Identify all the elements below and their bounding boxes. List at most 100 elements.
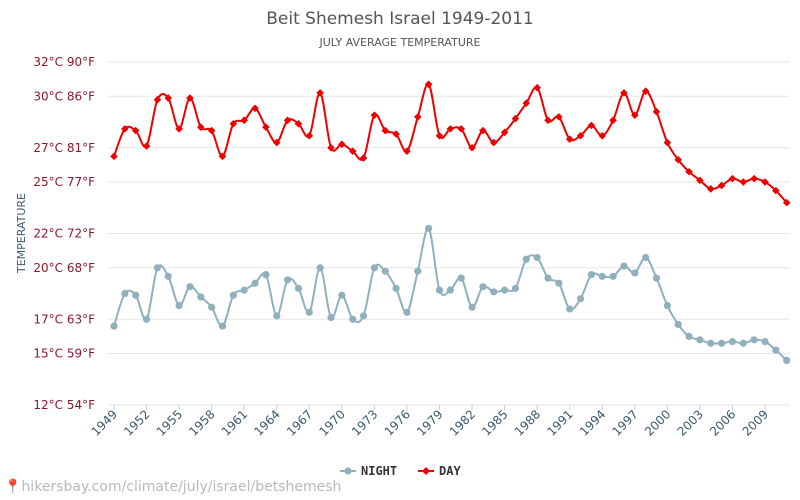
- x-tick-label: 1955: [154, 407, 185, 438]
- day-point: [153, 95, 162, 104]
- night-point: [186, 283, 194, 291]
- series-line-night: [113, 227, 788, 362]
- night-point: [229, 291, 237, 299]
- legend-diamond-marker: [422, 467, 430, 475]
- x-tick-label: 1985: [479, 407, 510, 438]
- night-point: [479, 283, 487, 291]
- day-point: [272, 138, 281, 147]
- day-point: [587, 121, 596, 130]
- night-point: [414, 267, 422, 275]
- day-point: [620, 89, 628, 97]
- night-point: [175, 301, 183, 310]
- day-point: [240, 116, 248, 125]
- day-point: [403, 147, 411, 155]
- x-tick-label: 1994: [577, 407, 608, 438]
- x-tick-label: 1958: [186, 407, 217, 438]
- legend-label: DAY: [439, 464, 461, 478]
- night-point: [349, 315, 357, 323]
- chart-subtitle: JULY AVERAGE TEMPERATURE: [319, 36, 481, 49]
- day-point: [652, 107, 661, 116]
- series-line-day: [113, 83, 788, 204]
- night-point: [153, 264, 161, 272]
- night-point: [110, 322, 118, 330]
- x-tick-label: 1967: [284, 407, 315, 438]
- x-tick-label: 1952: [121, 407, 152, 438]
- night-point: [208, 303, 216, 311]
- y-tick-label: 15°C 59°F: [33, 347, 95, 361]
- day-point: [338, 140, 346, 149]
- y-tick-label: 25°C 77°F: [33, 175, 95, 189]
- x-tick-label: 1997: [609, 407, 640, 438]
- day-point: [761, 178, 769, 186]
- day-point: [414, 113, 422, 121]
- night-point: [696, 336, 704, 344]
- x-tick-label: 1982: [447, 407, 478, 438]
- day-point: [750, 174, 758, 183]
- night-point: [674, 320, 682, 328]
- day-point: [142, 142, 151, 150]
- watermark[interactable]: 📍hikersbay.com/climate/july/israel/betsh…: [4, 479, 341, 495]
- day-point: [251, 104, 259, 113]
- day-point: [533, 83, 541, 92]
- map-pin-icon: 📍: [4, 479, 22, 495]
- day-point: [489, 138, 498, 147]
- legend-item-day[interactable]: DAY: [418, 464, 461, 478]
- day-point: [164, 94, 173, 102]
- legend: NIGHT DAY: [340, 464, 461, 478]
- day-point: [598, 131, 607, 140]
- x-tick-label: 1976: [382, 407, 413, 438]
- chart-title: Beit Shemesh Israel 1949-2011: [266, 9, 534, 29]
- day-point: [229, 119, 238, 128]
- day-point: [305, 131, 314, 140]
- day-point: [186, 94, 194, 102]
- grid-lines: [108, 61, 790, 406]
- y-tick-labels: 12°C 54°F 15°C 59°F 17°C 63°F 20°C 68°F 22°C…: [33, 55, 95, 412]
- night-point: [338, 291, 346, 299]
- day-point: [728, 174, 737, 183]
- night-point: [587, 271, 596, 279]
- night-point: [446, 286, 454, 294]
- day-point: [327, 143, 335, 152]
- day-point: [565, 135, 574, 143]
- day-point: [197, 123, 205, 131]
- day-point: [446, 125, 455, 133]
- day-point: [522, 99, 531, 107]
- day-point: [468, 143, 476, 152]
- day-point: [121, 125, 129, 133]
- night-point: [218, 322, 227, 330]
- series-night: [110, 224, 791, 365]
- day-point: [663, 138, 672, 147]
- night-point: [533, 253, 541, 262]
- night-point: [642, 253, 650, 262]
- night-point: [435, 286, 444, 294]
- day-point: [782, 198, 791, 207]
- legend-item-night[interactable]: NIGHT: [340, 464, 397, 478]
- x-tick-labels: 1949 1952 1955 1958 1961 1964 1967 1970 1973 1976…: [89, 405, 771, 439]
- series-day: [110, 80, 791, 207]
- x-tick-label: 1964: [251, 407, 282, 438]
- night-point: [652, 274, 661, 282]
- x-tick-label: 2006: [707, 407, 738, 438]
- day-point: [685, 167, 693, 176]
- x-tick-label: 1970: [316, 407, 347, 438]
- night-point: [761, 337, 769, 346]
- day-point: [555, 113, 563, 121]
- day-point: [283, 116, 292, 125]
- night-point: [403, 308, 411, 316]
- day-point: [262, 123, 270, 131]
- night-point: [598, 272, 606, 280]
- day-point: [175, 125, 183, 133]
- night-point: [772, 346, 780, 354]
- day-point: [207, 126, 216, 135]
- day-point: [131, 126, 140, 135]
- watermark-text: hikersbay.com/climate/july/israel/betshe…: [21, 479, 342, 495]
- day-point: [772, 186, 780, 195]
- day-point: [370, 111, 379, 119]
- night-point: [370, 264, 378, 272]
- y-tick-label: 17°C 63°F: [33, 312, 95, 326]
- night-point: [685, 332, 693, 340]
- day-point: [359, 154, 368, 162]
- day-point: [706, 185, 715, 193]
- day-point: [294, 119, 303, 128]
